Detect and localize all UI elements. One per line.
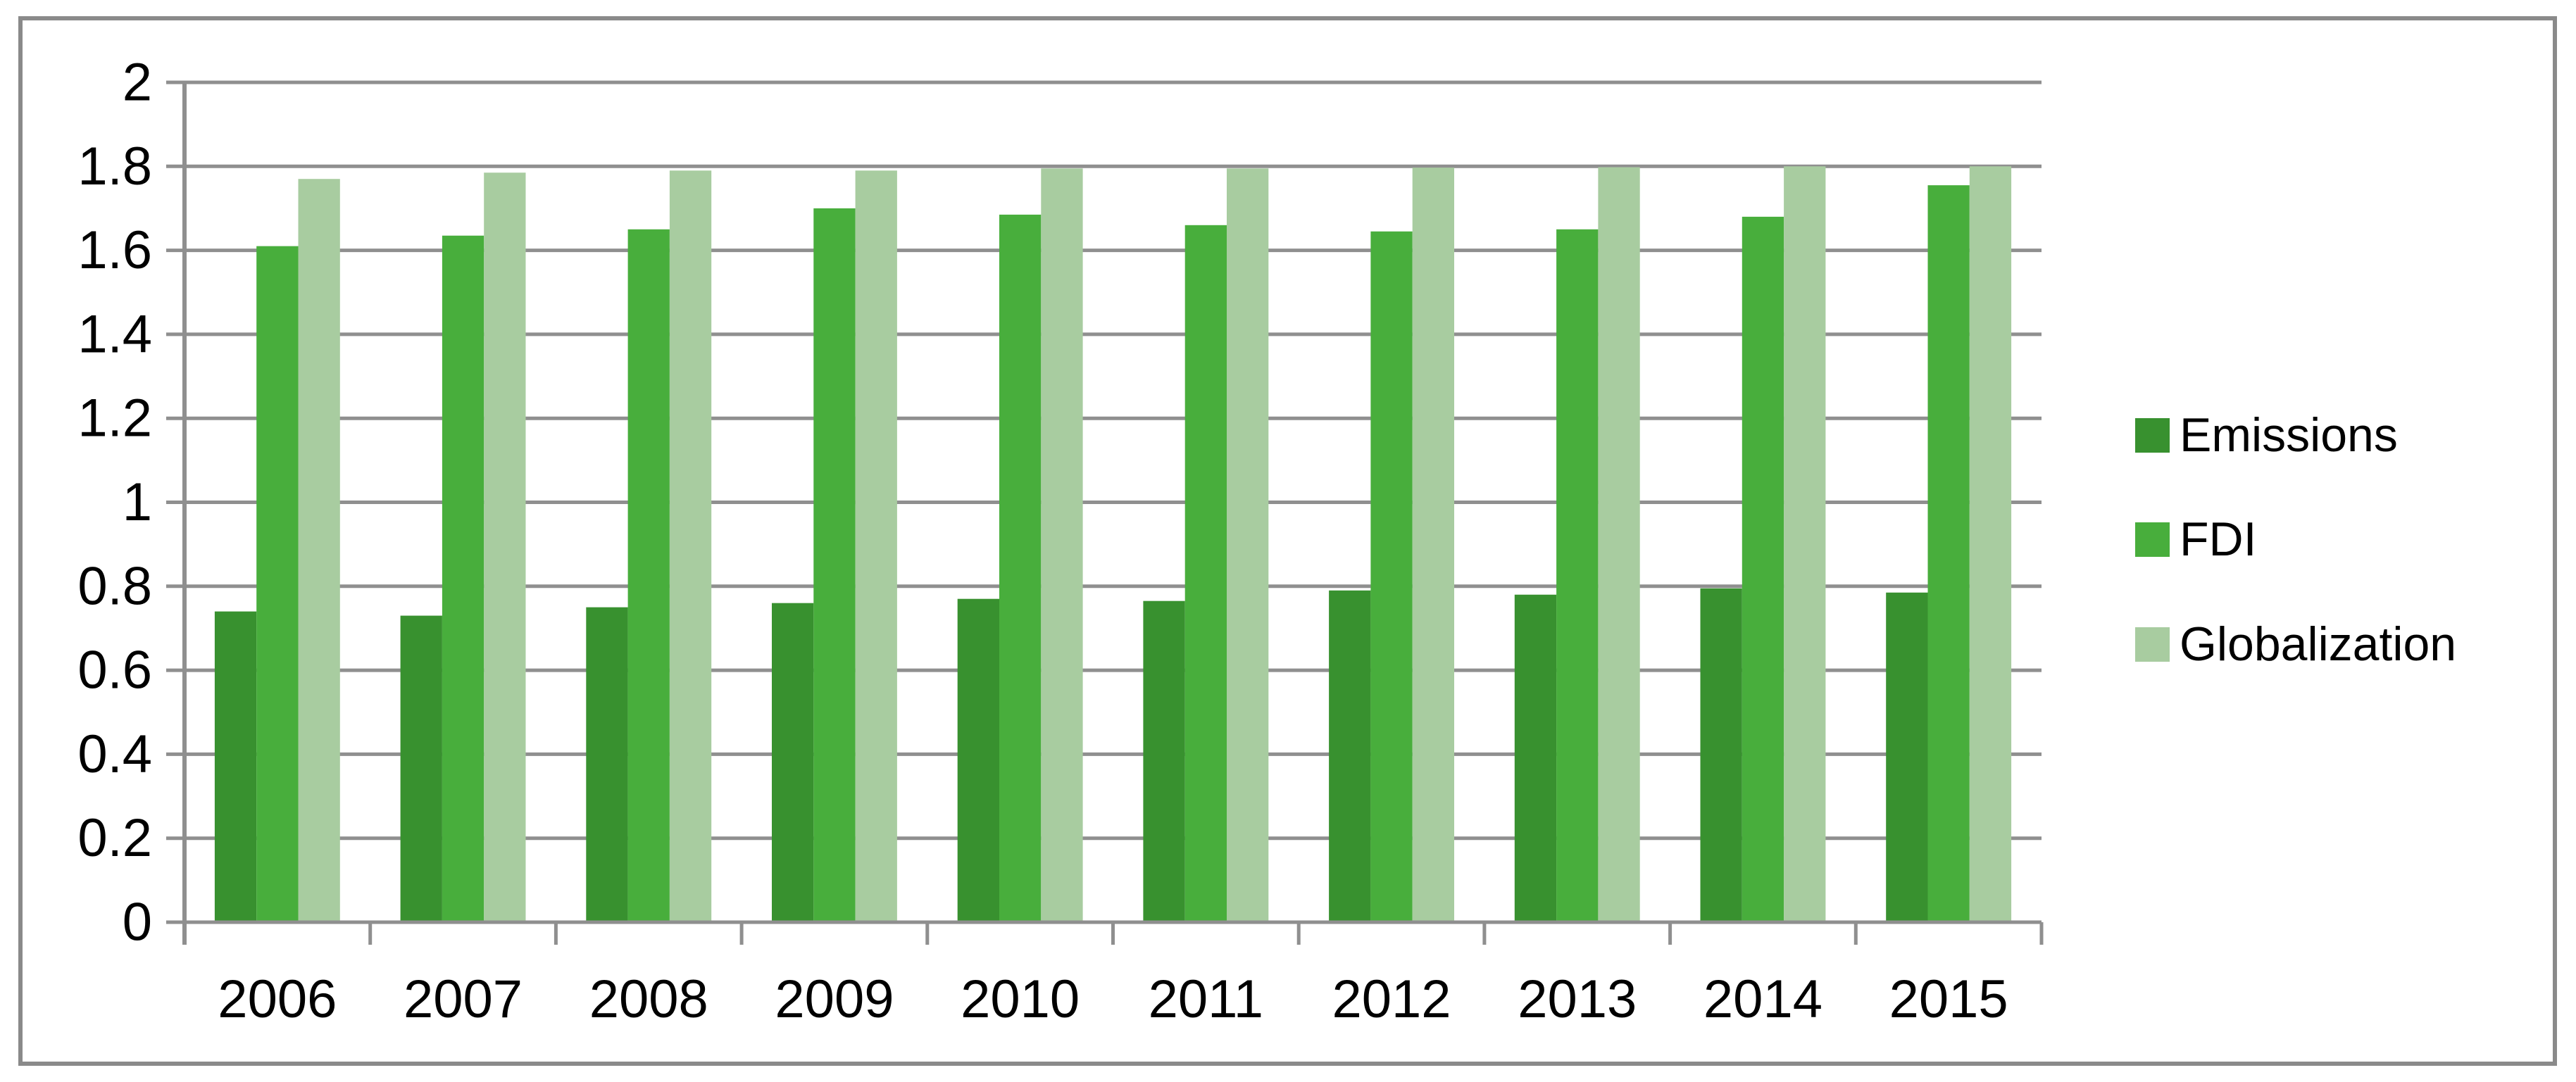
y-tick-label: 1.8 [77, 137, 152, 196]
x-category-label: 2013 [1518, 969, 1637, 1029]
globalization-swatch-icon [2135, 627, 2170, 662]
bar-fdi-2012 [1370, 231, 1413, 922]
y-tick-label: 0 [123, 893, 152, 952]
x-category-label: 2006 [218, 969, 337, 1029]
x-category-label: 2011 [1149, 969, 1263, 1029]
bar-emissions-2012 [1329, 590, 1371, 922]
bar-fdi-2011 [1184, 225, 1227, 922]
y-tick-label: 0.6 [77, 641, 152, 700]
x-category-label: 2014 [1703, 969, 1822, 1029]
x-category-label: 2012 [1332, 969, 1451, 1029]
bar-emissions-2015 [1886, 592, 1928, 922]
y-tick-label: 2 [123, 53, 152, 113]
x-category-label: 2007 [404, 969, 523, 1029]
bar-fdi-2013 [1556, 229, 1599, 922]
y-tick-label: 1.2 [77, 389, 152, 448]
bar-fdi-2007 [442, 235, 484, 922]
bar-fdi-2015 [1927, 185, 1970, 923]
bar-globalization-2013 [1598, 167, 1640, 922]
bar-emissions-2013 [1514, 594, 1557, 922]
legend-item-fdi: FDI [2135, 511, 2257, 567]
bar-emissions-2011 [1143, 600, 1185, 922]
bar-fdi-2009 [813, 208, 856, 922]
y-tick-label: 0.4 [77, 724, 152, 784]
fdi-swatch-icon [2135, 522, 2170, 557]
bar-globalization-2006 [298, 179, 340, 922]
bar-globalization-2008 [669, 170, 712, 922]
bar-globalization-2010 [1041, 168, 1083, 923]
y-tick-label: 1.4 [77, 304, 152, 364]
bar-emissions-2014 [1700, 588, 1742, 922]
bar-fdi-2008 [627, 229, 670, 922]
emissions-swatch-icon [2135, 417, 2170, 453]
y-tick-label: 0.2 [77, 808, 152, 868]
bar-fdi-2014 [1742, 216, 1784, 922]
x-category-label: 2009 [775, 969, 894, 1029]
legend-label-emissions: Emissions [2180, 408, 2398, 462]
x-category-label: 2010 [961, 969, 1080, 1029]
bar-globalization-2012 [1412, 168, 1454, 923]
x-category-label: 2008 [589, 969, 708, 1029]
bar-emissions-2007 [400, 615, 442, 922]
y-tick-label: 1.6 [77, 220, 152, 280]
bar-globalization-2015 [1969, 166, 2012, 922]
x-category-label: 2015 [1889, 969, 2008, 1029]
y-tick-label: 1 [123, 472, 152, 532]
legend-label-globalization: Globalization [2180, 617, 2457, 671]
bar-globalization-2011 [1227, 168, 1269, 923]
bar-fdi-2010 [999, 214, 1042, 923]
legend-label-fdi: FDI [2180, 512, 2257, 566]
legend-item-emissions: Emissions [2135, 407, 2398, 463]
bar-globalization-2009 [855, 170, 897, 922]
bar-emissions-2010 [957, 598, 999, 922]
y-tick-label: 0.8 [77, 556, 152, 616]
bar-emissions-2009 [772, 603, 814, 922]
bar-emissions-2006 [214, 611, 257, 922]
bar-emissions-2008 [586, 607, 628, 922]
bar-globalization-2007 [484, 172, 526, 922]
bar-fdi-2006 [256, 246, 299, 922]
bar-globalization-2014 [1784, 166, 1826, 922]
legend-item-globalization: Globalization [2135, 616, 2456, 672]
